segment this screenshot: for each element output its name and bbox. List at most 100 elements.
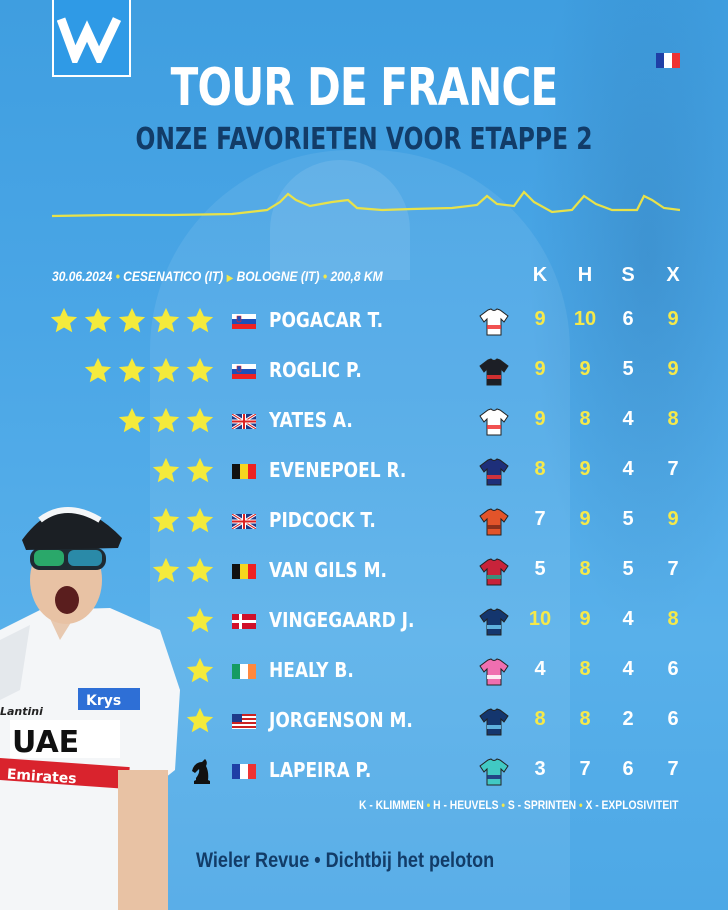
flag-si-icon <box>232 364 256 379</box>
legend: K - KLIMMEN • H - HEUVELS • S - SPRINTEN… <box>358 798 678 812</box>
score-x: 9 <box>667 358 679 380</box>
stage-info: 30.06.2024 • CESENATICO (IT) ▶ BOLOGNE (… <box>52 268 383 284</box>
flag-us-icon <box>232 714 256 729</box>
score-s: 4 <box>622 658 634 680</box>
star-rating <box>48 306 216 336</box>
wielerrevue-logo[interactable] <box>52 0 131 77</box>
star-icon <box>184 406 216 436</box>
legend-h: H - HEUVELS <box>432 798 499 812</box>
star-icon <box>184 706 216 736</box>
score-k: 10 <box>528 608 552 630</box>
score-s: 4 <box>622 458 634 480</box>
score-h: 8 <box>579 408 591 430</box>
score-h: 9 <box>579 458 591 480</box>
score-k: 9 <box>534 358 546 380</box>
jersey-icon <box>479 307 509 337</box>
star-icon <box>82 356 114 386</box>
flag-si-icon <box>232 314 256 329</box>
star-icon <box>150 356 182 386</box>
score-h: 9 <box>579 508 591 530</box>
star-icon <box>150 506 182 536</box>
w-logo-icon <box>56 16 121 63</box>
score-h: 8 <box>579 708 591 730</box>
star-rating <box>184 706 216 736</box>
table-row: POGACAR T. 9 10 6 9 <box>0 306 728 356</box>
score-s: 4 <box>622 608 634 630</box>
score-x: 8 <box>667 408 679 430</box>
legend-s: S - SPRINTEN <box>507 798 576 812</box>
rider-name: PIDCOCK T. <box>269 508 376 532</box>
jersey-icon <box>479 757 509 787</box>
score-s: 2 <box>622 708 634 730</box>
score-k: 9 <box>534 408 546 430</box>
score-k: 5 <box>534 558 546 580</box>
star-icon <box>184 306 216 336</box>
rider-name: POGACAR T. <box>269 308 384 332</box>
rider-name: VAN GILS M. <box>269 558 387 582</box>
score-h: 9 <box>579 358 591 380</box>
jersey-icon <box>479 507 509 537</box>
rider-name: VINGEGAARD J. <box>269 608 415 632</box>
score-k: 3 <box>534 758 546 780</box>
rider-name: LAPEIRA P. <box>269 758 372 782</box>
score-x: 7 <box>667 758 679 780</box>
legend-x: X - EXPLOSIVITEIT <box>585 798 678 812</box>
column-header-x: X <box>666 264 680 286</box>
score-x: 7 <box>667 558 679 580</box>
score-h: 8 <box>579 558 591 580</box>
score-x: 7 <box>667 458 679 480</box>
star-icon <box>184 606 216 636</box>
flag-gb-icon <box>232 514 256 529</box>
footer-tagline: Dichtbij het peloton <box>325 849 495 872</box>
score-s: 4 <box>622 408 634 430</box>
stage-start: CESENATICO (IT) <box>123 268 224 284</box>
star-icon <box>184 356 216 386</box>
star-icon <box>116 406 148 436</box>
score-x: 9 <box>667 508 679 530</box>
star-icon <box>150 406 182 436</box>
svg-text:Lantini: Lantini <box>0 705 43 718</box>
star-rating <box>150 456 216 486</box>
flag-be-icon <box>232 464 256 479</box>
jersey-icon <box>479 407 509 437</box>
column-header-k: K <box>532 264 548 286</box>
star-icon <box>184 506 216 536</box>
column-header-s: S <box>621 264 635 286</box>
jersey-icon <box>479 357 509 387</box>
stage-finish: BOLOGNE (IT) <box>236 268 320 284</box>
score-h: 7 <box>579 758 591 780</box>
flag-ie-icon <box>232 664 256 679</box>
star-icon <box>184 656 216 686</box>
star-rating <box>184 656 216 686</box>
jersey-icon <box>479 707 509 737</box>
jersey-icon <box>479 607 509 637</box>
jersey-icon <box>479 557 509 587</box>
footer: Wieler Revue • Dichtbij het peloton <box>196 849 495 872</box>
rider-photo: UAE Emirates Krys Lantini <box>0 507 180 910</box>
page-subtitle: ONZE FAVORIETEN VOOR ETAPPE 2 <box>135 122 593 157</box>
score-s: 5 <box>622 358 634 380</box>
legend-k: K - KLIMMEN <box>358 798 424 812</box>
star-rating <box>150 506 216 536</box>
score-x: 6 <box>667 658 679 680</box>
stage-date: 30.06.2024 <box>52 268 113 284</box>
table-row: HEALY B. 4 8 4 6 <box>0 656 728 706</box>
footer-brand: Wieler Revue <box>196 849 310 872</box>
rider-name: JORGENSON M. <box>269 708 413 732</box>
score-k: 8 <box>534 708 546 730</box>
rider-name: HEALY B. <box>269 658 354 682</box>
star-icon <box>184 556 216 586</box>
knight-chess-icon <box>188 756 216 786</box>
star-rating <box>82 356 216 386</box>
score-x: 8 <box>667 608 679 630</box>
table-row: ROGLIC P. 9 9 5 9 <box>0 356 728 406</box>
rider-name: EVENEPOEL R. <box>269 458 407 482</box>
star-rating <box>184 606 216 636</box>
score-k: 9 <box>534 308 546 330</box>
star-rating <box>150 556 216 586</box>
score-x: 9 <box>667 308 679 330</box>
table-row: LAPEIRA P. 3 7 6 7 <box>0 756 728 806</box>
score-k: 8 <box>534 458 546 480</box>
star-icon <box>150 456 182 486</box>
score-h: 9 <box>579 608 591 630</box>
